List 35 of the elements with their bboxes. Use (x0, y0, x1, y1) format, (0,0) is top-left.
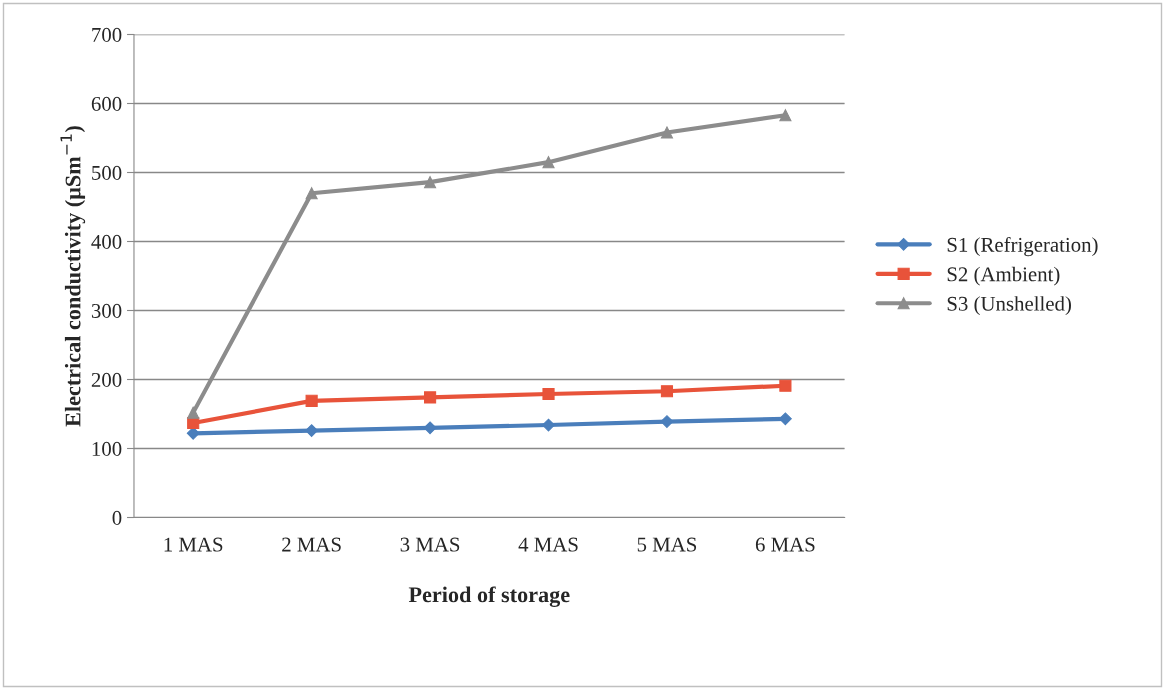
y-tick-label: 500 (92, 165, 122, 180)
y-tick-label: 600 (91, 96, 122, 111)
x-tick-label: 1 MAS (164, 537, 223, 552)
point (542, 418, 555, 432)
point (305, 394, 318, 407)
point (779, 379, 792, 392)
point (305, 424, 319, 437)
point (660, 126, 674, 139)
point (187, 406, 200, 419)
x-tick-label: 6 MAS (755, 537, 815, 552)
point (542, 387, 555, 401)
point (779, 109, 792, 122)
point (542, 156, 555, 169)
x-tick-label: 4 MAS (518, 537, 578, 552)
y-tick-label: 0 (112, 510, 122, 525)
y-tick-label: 400 (91, 234, 122, 249)
point (424, 176, 437, 189)
y-tick-label: 300 (91, 303, 122, 318)
y-axis-title: Electrical conductivity (μSm$^{−1}$) (60, 126, 86, 427)
legend-label: S2 (Ambient) (947, 266, 1060, 286)
point (660, 415, 674, 428)
x-tick-label: 5 MAS (637, 537, 697, 552)
x-tick-label: 3 MAS (400, 537, 460, 552)
y-tick-label: 100 (92, 441, 122, 456)
point (660, 385, 674, 398)
legend-label: S3 (Unshelled) (947, 296, 1071, 316)
point (424, 391, 437, 404)
y-tick-label: 700 (92, 27, 122, 42)
point (423, 421, 437, 435)
x-axis-title: Period of storage (408, 586, 570, 607)
x-tick-label: 2 MAS (282, 537, 341, 552)
y-tick-label: 200 (91, 372, 122, 387)
point (778, 412, 792, 426)
legend-label: S1 (Refrigeration) (947, 236, 1098, 257)
point (305, 187, 318, 200)
